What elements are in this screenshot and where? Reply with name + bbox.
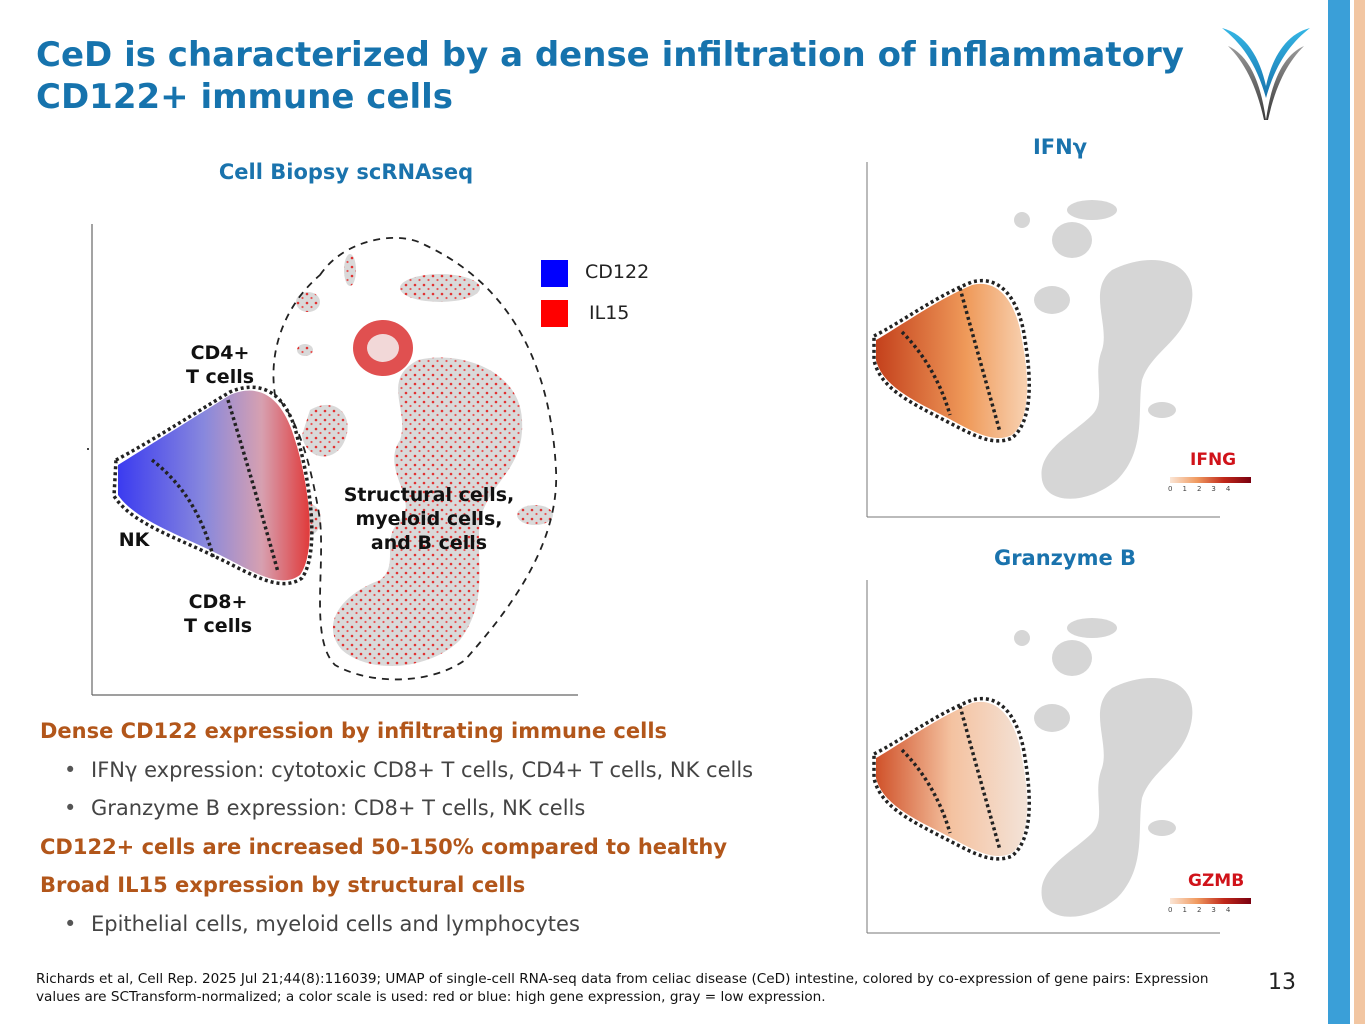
footnote: Richards et al, Cell Rep. 2025 Jul 21;44… [36,971,1209,1005]
bullet-dot-icon: • [64,911,77,936]
immune-cells-cluster [118,390,310,581]
legend-swatch-il15 [541,300,568,327]
accent-stripe-white [1350,0,1354,1024]
gzmb-umap-plot [866,580,1220,934]
company-logo-icon [1222,28,1310,120]
structural-boundary-dashed [272,236,557,681]
main-umap-plot [91,224,578,696]
label-structural-cells: Structural cells, myeloid cells, and B c… [343,484,515,554]
bullet-main: CD122+ cells are increased 50-150% compa… [40,834,728,859]
bullet-sub: • Granzyme B expression: CD8+ T cells, NK… [40,793,840,832]
gzmb-scale-ticks: 0 1 2 3 4 [1168,906,1231,914]
page-number: 13 [1268,970,1296,995]
bullet-main: Broad IL15 expression by structural cell… [40,873,526,898]
bullet-dot-icon: • [64,757,77,782]
ifng-scale-label: IFNG [1190,450,1237,470]
main-panel-heading: Cell Biopsy scRNAseq [218,160,474,184]
accent-stripe-peach [1354,0,1365,1024]
ifng-scale-ticks: 0 1 2 3 4 [1168,485,1231,493]
gzmb-immune-cluster [876,701,1028,857]
ifng-immune-cluster [876,283,1028,439]
bullet-sub: • IFNγ expression: cytotoxic CD8+ T cells… [40,755,840,794]
gzmb-scale-label: GZMB [1188,871,1245,891]
immune-boundary-outer [112,385,314,586]
gzmb-color-scale [1170,898,1251,904]
bullet-main: Dense CD122 expression by infiltrating i… [40,719,668,743]
bullet-sub: • Epithelial cells, myeloid cells and lym… [40,909,840,948]
label-nk: NK [118,529,150,551]
ifng-panel-heading: IFNγ [1032,135,1088,159]
nk-cd8-divider [150,458,216,561]
ifng-umap-plot [866,162,1220,518]
legend-label-cd122: CD122 [585,261,650,283]
gzmb-panel-heading: Granzyme B [993,546,1137,570]
accent-stripe-blue [1328,0,1350,1024]
label-cd8-t-cells: CD8+ T cells [183,591,253,637]
structural-cells-cluster [290,254,553,667]
bullet-list: Dense CD122 expression by infiltrating i… [40,716,840,948]
bullet-dot-icon: • [64,796,77,821]
axis-tick-mark [87,448,89,450]
label-cd4-t-cells: CD4+ T cells [185,342,255,388]
legend-label-il15: IL15 [589,302,630,324]
slide-title: CeD is characterized by a dense infiltra… [36,35,1184,117]
legend-swatch-cd122 [541,260,568,287]
ifng-color-scale [1170,477,1251,483]
